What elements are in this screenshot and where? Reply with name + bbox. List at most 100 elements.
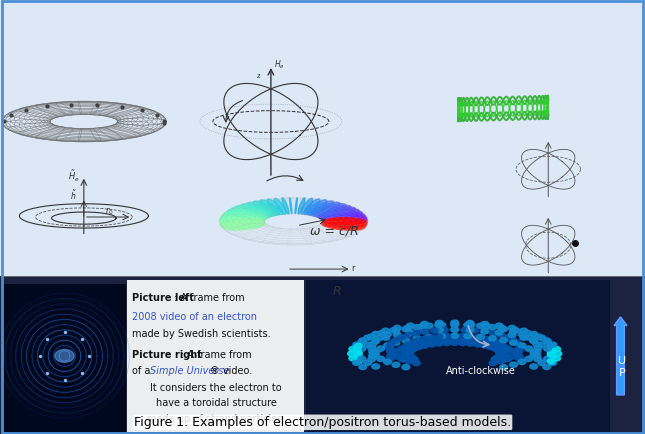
- Polygon shape: [307, 200, 327, 215]
- Circle shape: [495, 330, 503, 335]
- Circle shape: [369, 353, 377, 358]
- Circle shape: [377, 335, 384, 340]
- Circle shape: [349, 346, 357, 352]
- Circle shape: [419, 323, 427, 329]
- Polygon shape: [298, 198, 305, 214]
- Circle shape: [466, 327, 474, 332]
- Circle shape: [471, 328, 479, 333]
- Circle shape: [386, 349, 394, 354]
- Text: U
P: U P: [619, 356, 626, 378]
- Circle shape: [402, 350, 410, 355]
- Circle shape: [544, 339, 551, 344]
- Circle shape: [500, 338, 508, 343]
- Circle shape: [414, 344, 422, 349]
- Circle shape: [435, 322, 442, 328]
- Circle shape: [451, 322, 459, 327]
- Circle shape: [516, 357, 524, 362]
- Circle shape: [406, 348, 413, 353]
- Circle shape: [421, 328, 428, 333]
- Circle shape: [353, 348, 361, 353]
- Bar: [306, 280, 610, 432]
- Circle shape: [415, 338, 422, 343]
- Circle shape: [553, 356, 561, 361]
- Circle shape: [393, 337, 401, 342]
- Circle shape: [474, 342, 482, 347]
- Polygon shape: [241, 204, 273, 217]
- Circle shape: [509, 349, 517, 354]
- Circle shape: [358, 356, 366, 362]
- Circle shape: [410, 339, 417, 345]
- Circle shape: [451, 338, 459, 343]
- Circle shape: [349, 356, 357, 361]
- Circle shape: [353, 360, 361, 365]
- Polygon shape: [219, 217, 264, 227]
- Text: Simple Universe: Simple Universe: [150, 366, 230, 376]
- Circle shape: [425, 334, 433, 339]
- Circle shape: [364, 360, 372, 365]
- Circle shape: [435, 334, 443, 339]
- Circle shape: [400, 348, 408, 353]
- Circle shape: [451, 340, 459, 345]
- Polygon shape: [282, 198, 289, 214]
- Circle shape: [499, 350, 507, 355]
- Polygon shape: [316, 205, 351, 218]
- Circle shape: [515, 343, 523, 348]
- Circle shape: [393, 349, 401, 354]
- Circle shape: [461, 339, 469, 344]
- Circle shape: [497, 344, 504, 349]
- Circle shape: [471, 340, 479, 345]
- Circle shape: [372, 338, 379, 343]
- Circle shape: [368, 334, 375, 339]
- Circle shape: [451, 333, 459, 339]
- Circle shape: [413, 331, 421, 336]
- Text: $H_e$: $H_e$: [274, 58, 285, 71]
- Text: Figure 1. Examples of electron/positron torus-based models.: Figure 1. Examples of electron/positron …: [134, 416, 511, 429]
- Circle shape: [408, 355, 415, 360]
- Circle shape: [384, 332, 392, 337]
- Circle shape: [510, 362, 517, 367]
- Circle shape: [548, 359, 555, 364]
- Circle shape: [489, 331, 497, 336]
- Circle shape: [451, 339, 459, 344]
- Polygon shape: [312, 202, 340, 216]
- Circle shape: [524, 330, 531, 335]
- Circle shape: [425, 323, 433, 329]
- Circle shape: [516, 345, 524, 351]
- Circle shape: [520, 328, 528, 333]
- Circle shape: [411, 345, 419, 351]
- Circle shape: [451, 333, 459, 339]
- Circle shape: [354, 343, 362, 349]
- Circle shape: [553, 346, 561, 352]
- Circle shape: [421, 322, 428, 327]
- Circle shape: [544, 356, 551, 362]
- Circle shape: [504, 335, 511, 340]
- Text: $r_0$: $r_0$: [104, 206, 114, 217]
- Circle shape: [482, 323, 490, 329]
- Circle shape: [406, 354, 413, 359]
- Circle shape: [401, 345, 408, 351]
- Circle shape: [548, 343, 555, 349]
- Circle shape: [372, 353, 379, 358]
- Circle shape: [554, 351, 562, 356]
- Circle shape: [419, 342, 427, 347]
- Circle shape: [533, 349, 541, 355]
- Circle shape: [477, 341, 485, 346]
- Circle shape: [494, 355, 502, 360]
- Bar: [0, 0, 645, 276]
- Circle shape: [430, 340, 438, 345]
- Circle shape: [492, 346, 500, 352]
- Circle shape: [494, 347, 502, 352]
- Circle shape: [353, 342, 361, 347]
- Circle shape: [438, 322, 446, 328]
- Circle shape: [369, 342, 377, 347]
- Text: z: z: [257, 73, 261, 79]
- Circle shape: [525, 346, 533, 351]
- Text: R: R: [332, 285, 341, 298]
- Circle shape: [466, 320, 474, 326]
- Circle shape: [393, 332, 401, 337]
- Circle shape: [405, 358, 413, 364]
- Circle shape: [392, 362, 400, 367]
- Circle shape: [372, 339, 380, 344]
- Circle shape: [392, 329, 400, 334]
- Text: of a: of a: [132, 366, 154, 376]
